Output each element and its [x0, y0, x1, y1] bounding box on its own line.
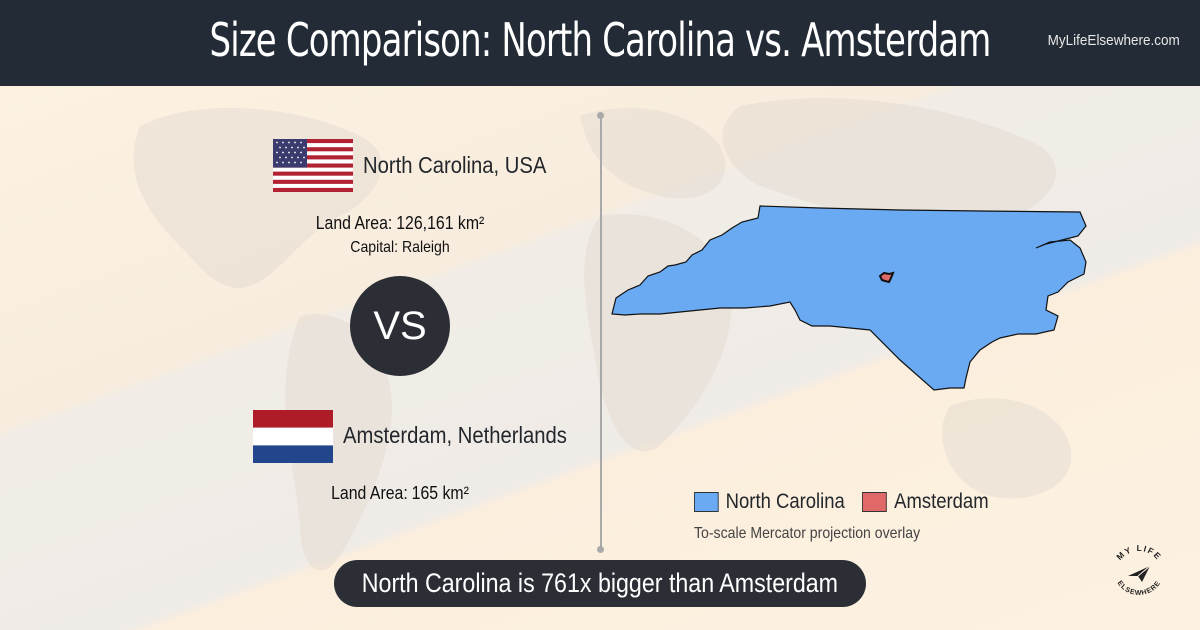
- comparison-banner: North Carolina is 761x bigger than Amste…: [334, 560, 866, 607]
- divider-dot-top: [597, 112, 604, 119]
- paper-plane-icon: [1128, 565, 1151, 582]
- north-carolina-shape: [611, 205, 1087, 391]
- place1-land-area: Land Area: 126,161 km²: [303, 213, 497, 234]
- netherlands-flag-icon: [253, 410, 333, 463]
- site-link[interactable]: MyLifeElsewhere.com: [1047, 32, 1180, 49]
- svg-text:ELSEWHERE: ELSEWHERE: [1116, 580, 1163, 597]
- place1-name: North Carolina, USA: [363, 152, 547, 178]
- place1-capital: Capital: Raleigh: [303, 239, 497, 257]
- svg-text:MY LIFE: MY LIFE: [1114, 543, 1164, 562]
- legend-label: Amsterdam: [894, 490, 989, 513]
- vs-badge: VS: [350, 276, 450, 376]
- logo-text-top: MY LIFE: [1114, 543, 1162, 562]
- header-bar: Size Comparison: North Carolina vs. Amst…: [0, 0, 1200, 86]
- land-area-value: 126,161 km²: [396, 213, 485, 233]
- legend-swatch-north-carolina: [694, 492, 719, 512]
- usa-flag-icon: [273, 139, 353, 192]
- capital-label: Capital:: [350, 239, 399, 256]
- divider-line: [600, 115, 602, 551]
- logo-text-bottom: ELSEWHERE: [1116, 580, 1162, 597]
- legend-label: North Carolina: [725, 490, 845, 513]
- divider-dot-bottom: [597, 546, 604, 553]
- place2-land-area: Land Area: 165 km²: [303, 483, 497, 504]
- place2-name: Amsterdam, Netherlands: [343, 422, 567, 448]
- land-area-label: Land Area:: [331, 483, 408, 503]
- mylifeelsewhere-logo: MY LIFE ELSEWHERE: [1114, 543, 1164, 597]
- land-area-value: 165 km²: [411, 483, 469, 503]
- land-area-label: Land Area:: [315, 213, 393, 233]
- amsterdam-shape: [878, 271, 895, 284]
- comparison-map: [611, 205, 1087, 391]
- banner-text: North Carolina is 761x bigger than Amste…: [361, 568, 839, 598]
- legend-swatch-amsterdam: [862, 492, 888, 512]
- capital-value: Raleigh: [401, 239, 450, 256]
- vs-label: VS: [373, 303, 427, 348]
- map-legend: North Carolina Amsterdam: [694, 490, 1049, 514]
- projection-note: To-scale Mercator projection overlay: [694, 525, 921, 542]
- page-title: Size Comparison: North Carolina vs. Amst…: [209, 13, 991, 67]
